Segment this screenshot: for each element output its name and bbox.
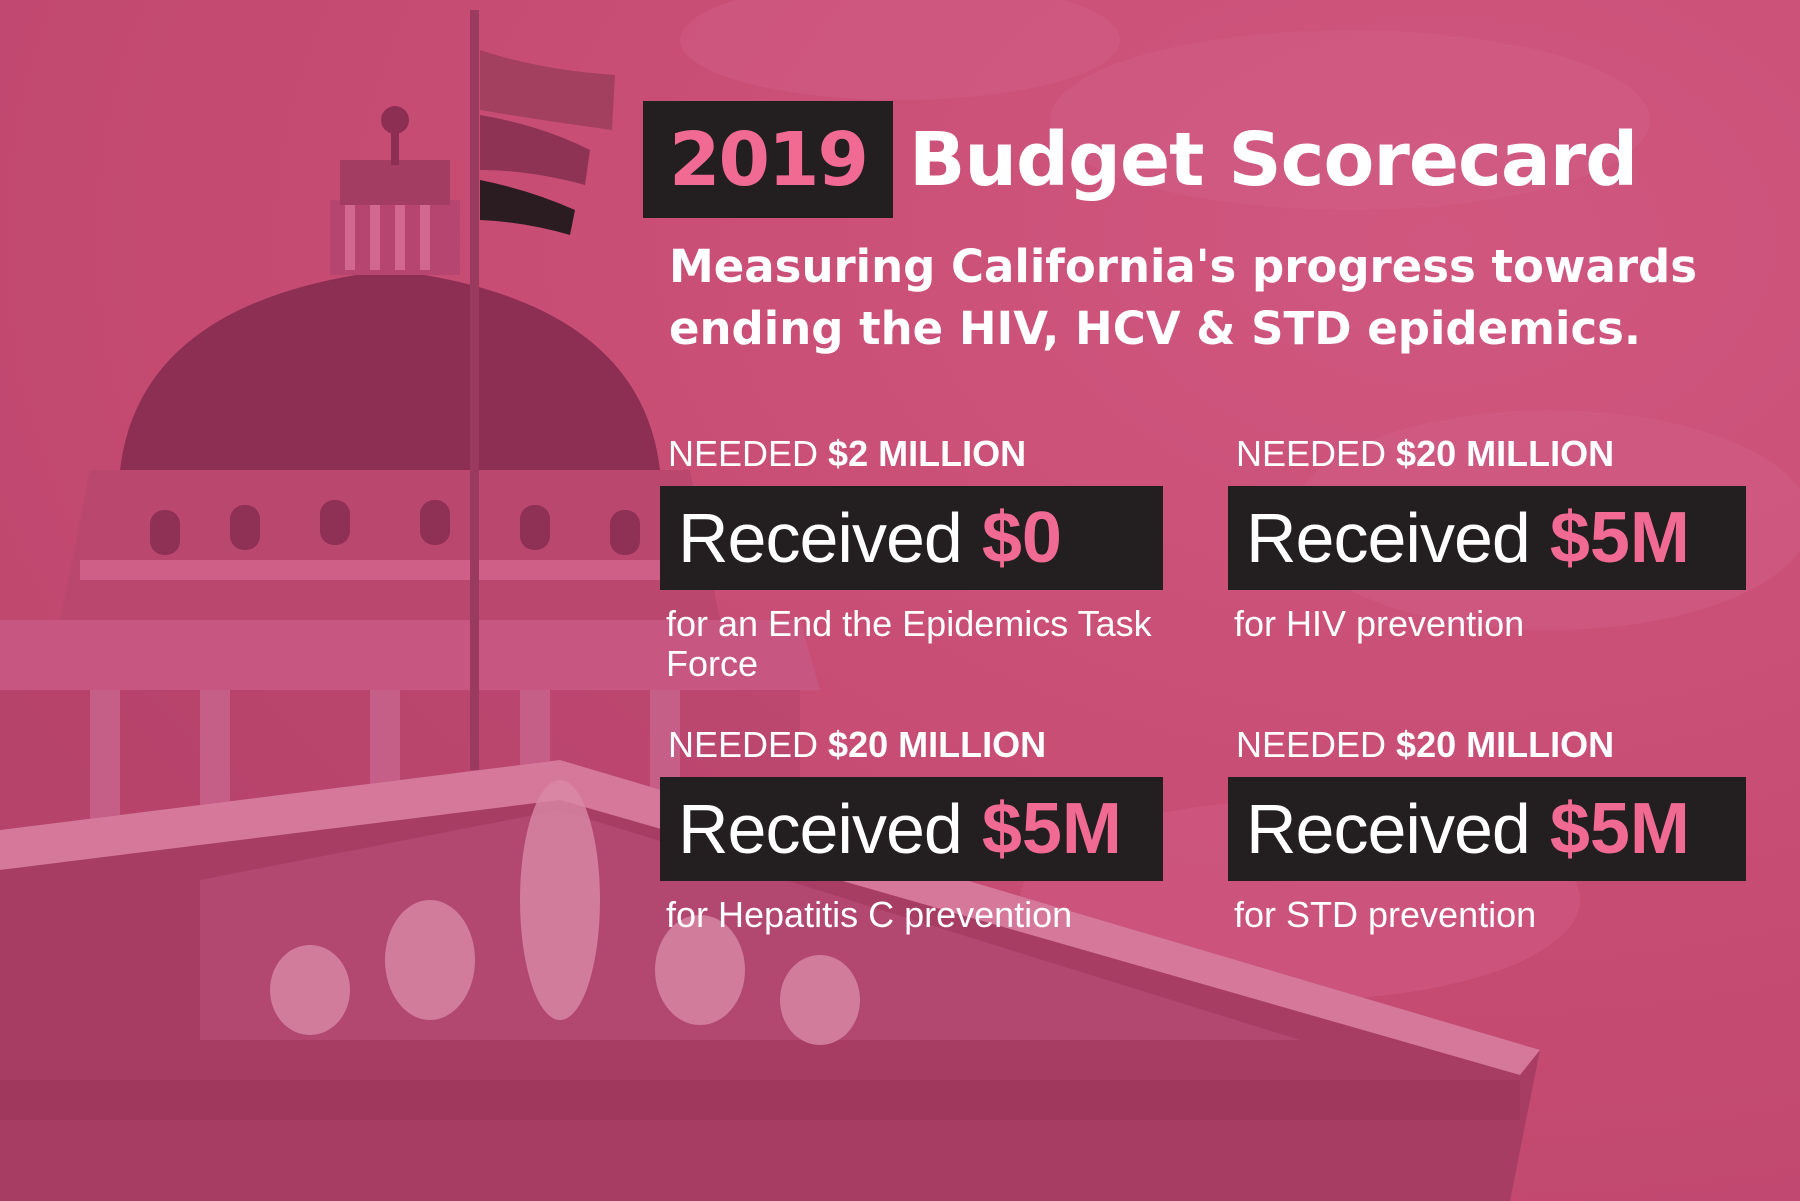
received-amount: $5M xyxy=(981,789,1122,869)
title-row: 2019 Budget Scorecard xyxy=(643,101,1638,218)
received-label: Received xyxy=(1246,499,1531,577)
subtitle: Measuring California's progress towards … xyxy=(669,240,1698,355)
purpose-text: for HIV prevention xyxy=(1234,603,1525,644)
needed-label: NEEDED $20 MILLION xyxy=(668,723,1200,767)
received-box: Received $0 xyxy=(660,486,1163,590)
scorecard-item-std: NEEDED $20 MILLION Received $5M for STD … xyxy=(1228,723,1768,935)
purpose-text: for an End the Epidemics Task Force xyxy=(666,603,1152,684)
needed-label: NEEDED $20 MILLION xyxy=(1236,723,1768,767)
scorecard-item-hiv: NEEDED $20 MILLION Received $5M for HIV … xyxy=(1228,432,1768,644)
scorecard-item-task-force: NEEDED $2 MILLION Received $0 for an End… xyxy=(660,432,1200,684)
received-label: Received xyxy=(678,790,963,868)
purpose-text: for STD prevention xyxy=(1234,894,1537,935)
needed-prefix: NEEDED xyxy=(1236,724,1387,765)
received-box: Received $5M xyxy=(1228,486,1746,590)
page-title: Budget Scorecard xyxy=(908,116,1638,203)
received-label: Received xyxy=(1246,790,1531,868)
needed-amount: $20 MILLION xyxy=(828,724,1047,765)
received-label: Received xyxy=(678,499,963,577)
needed-prefix: NEEDED xyxy=(668,724,819,765)
received-amount: $5M xyxy=(1549,789,1690,869)
needed-label: NEEDED $2 MILLION xyxy=(668,432,1200,476)
received-amount: $5M xyxy=(1549,498,1690,578)
year-box: 2019 xyxy=(643,101,893,218)
needed-amount: $2 MILLION xyxy=(828,433,1027,474)
scorecard-item-hepatitis-c: NEEDED $20 MILLION Received $5M for Hepa… xyxy=(660,723,1200,935)
year-label: 2019 xyxy=(669,116,869,203)
needed-label: NEEDED $20 MILLION xyxy=(1236,432,1768,476)
needed-amount: $20 MILLION xyxy=(1396,724,1615,765)
received-amount: $0 xyxy=(981,498,1062,578)
needed-prefix: NEEDED xyxy=(1236,433,1387,474)
received-box: Received $5M xyxy=(660,777,1163,881)
received-box: Received $5M xyxy=(1228,777,1746,881)
needed-prefix: NEEDED xyxy=(668,433,819,474)
purpose-text: for Hepatitis C prevention xyxy=(666,894,1073,935)
flagpole xyxy=(470,10,615,770)
needed-amount: $20 MILLION xyxy=(1396,433,1615,474)
